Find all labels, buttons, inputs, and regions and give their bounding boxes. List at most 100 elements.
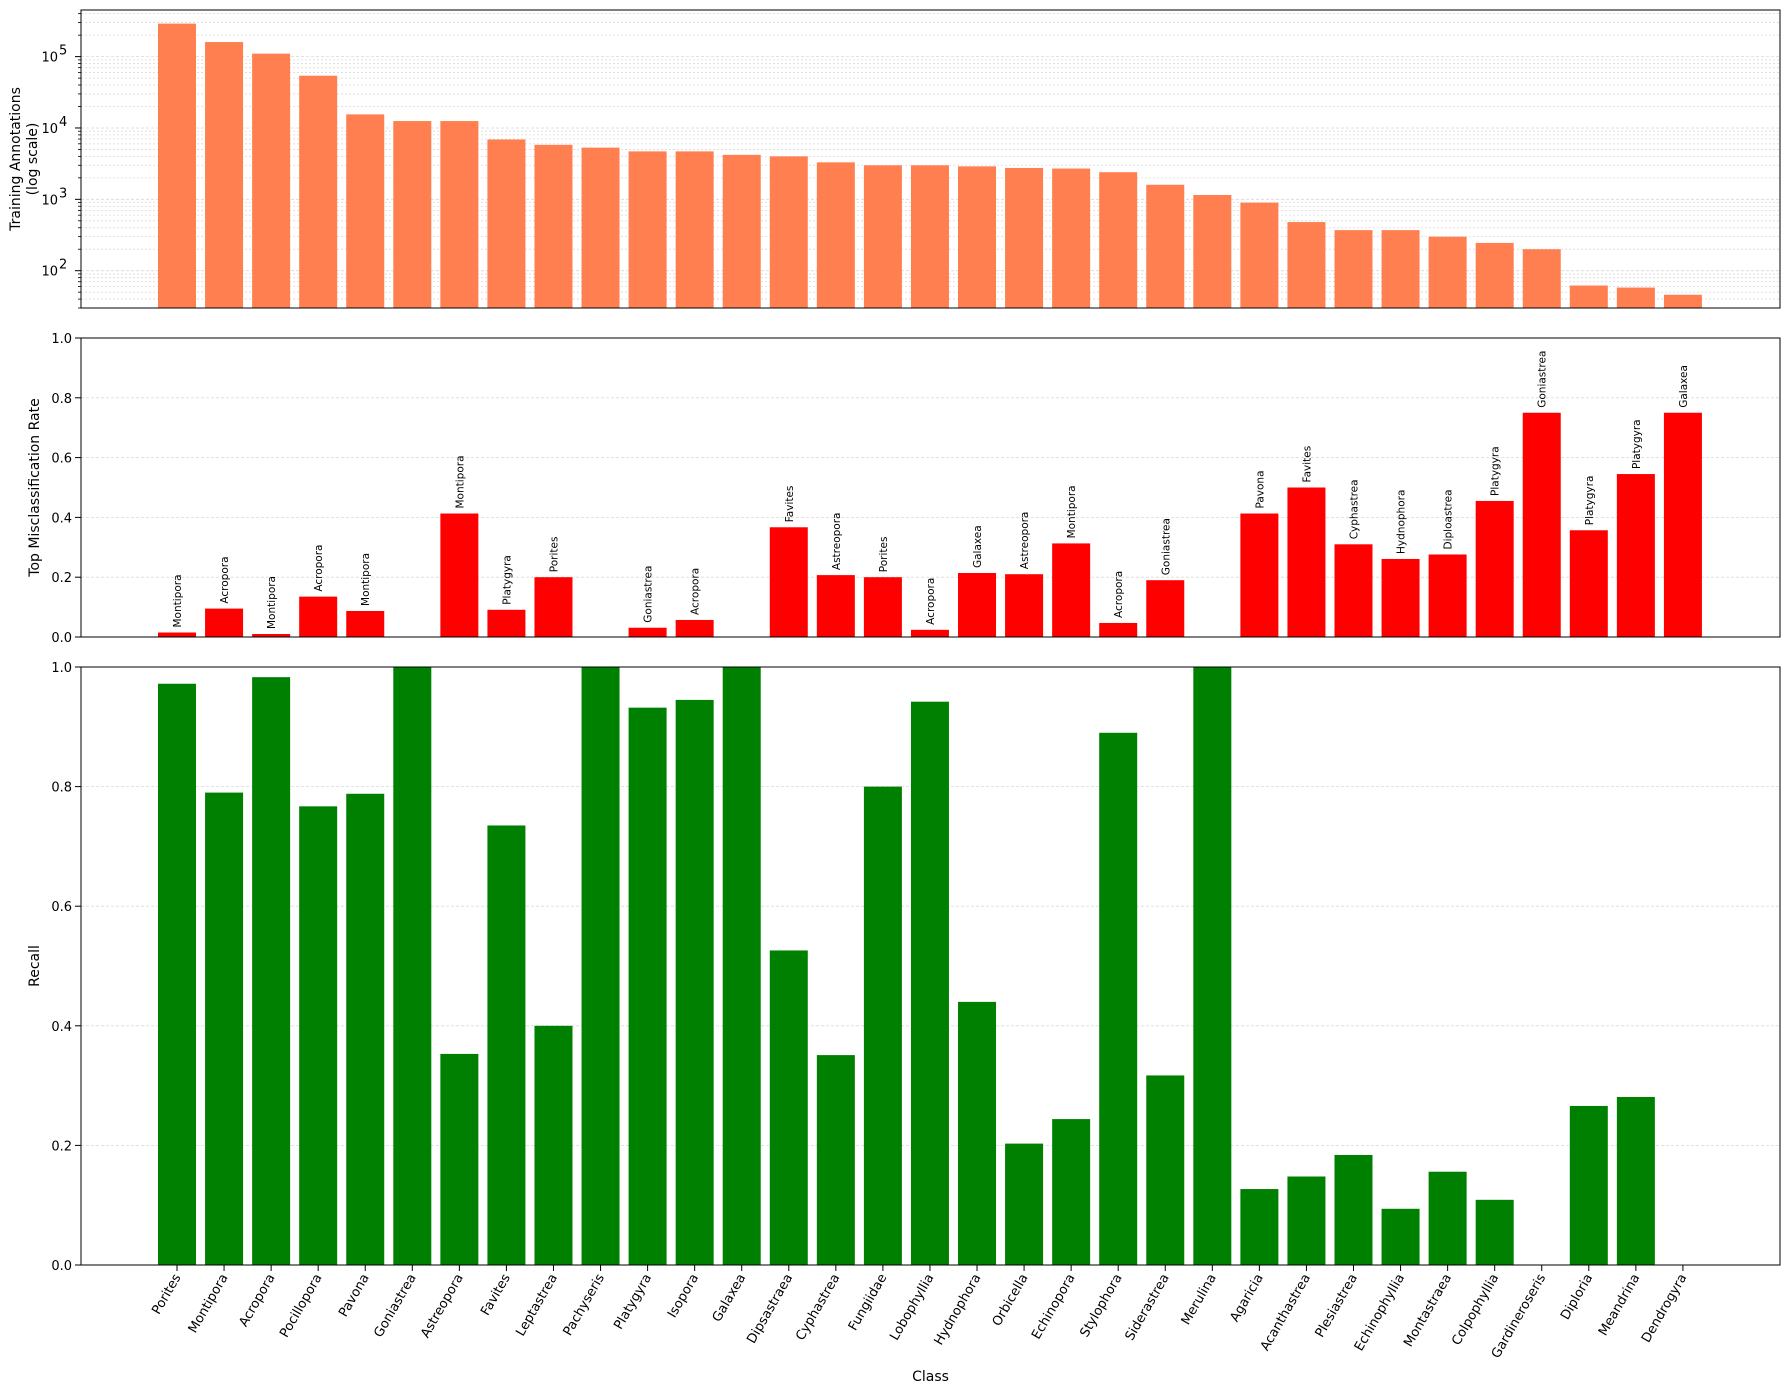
bar <box>1052 168 1091 308</box>
y-tick-label: 0.6 <box>51 900 72 915</box>
bar <box>346 793 385 1265</box>
y-tick-exponent: 5 <box>59 44 67 59</box>
x-axis-title: Class <box>912 1369 949 1385</box>
bar <box>1569 1105 1608 1265</box>
bar <box>769 527 808 637</box>
bar <box>722 667 761 1265</box>
y-tick-label: 0.2 <box>51 1139 72 1154</box>
bar-annotation: Platygyra <box>501 555 513 605</box>
bar <box>1005 574 1044 637</box>
bar-annotation: Platygyra <box>1584 476 1596 526</box>
y-axis-title: Top Misclassification Rate <box>27 398 43 577</box>
axes-frame <box>80 337 1781 638</box>
bar <box>1522 249 1561 308</box>
bar <box>252 53 291 309</box>
bar-annotation: Montipora <box>1066 485 1078 538</box>
bar-annotation: Montipora <box>454 455 466 508</box>
bar-annotation: Platygyra <box>1490 446 1502 496</box>
bar <box>1569 285 1608 308</box>
y-axis-title: Recall <box>27 945 43 987</box>
bar <box>346 610 385 637</box>
bar <box>675 151 714 308</box>
bar <box>910 629 949 637</box>
bar <box>863 786 902 1265</box>
bar <box>346 114 385 308</box>
bar <box>252 634 291 637</box>
bar <box>628 707 667 1265</box>
bar-annotation: Goniastrea <box>643 566 655 623</box>
bar-annotation: Diploastrea <box>1443 489 1455 549</box>
bar <box>205 42 244 309</box>
y-tick-label: 0.0 <box>51 1259 72 1274</box>
bar <box>958 1001 997 1265</box>
bar <box>1475 500 1514 637</box>
bar <box>1240 513 1279 637</box>
bar-annotation: Goniastrea <box>1537 351 1549 408</box>
bar <box>628 151 667 308</box>
bar <box>487 609 526 637</box>
bar <box>1569 530 1608 637</box>
bar <box>393 667 432 1265</box>
bar <box>1381 558 1420 637</box>
bar <box>1334 230 1373 308</box>
y-tick-label: 0.0 <box>51 631 72 646</box>
bar <box>1240 202 1279 308</box>
y-tick-exponent: 2 <box>59 258 67 273</box>
bar <box>1663 412 1702 637</box>
bar <box>1616 1096 1655 1265</box>
bar <box>628 627 667 637</box>
bar <box>440 121 479 308</box>
bar <box>440 1053 479 1265</box>
y-tick-label: 0.4 <box>51 511 72 526</box>
bar-annotation: Favites <box>1301 446 1313 483</box>
y-axis-title: Training Annotations <box>8 87 24 232</box>
bar <box>1099 172 1138 308</box>
bar <box>158 23 196 309</box>
bar <box>910 701 949 1265</box>
bar <box>1475 242 1514 308</box>
bar <box>299 806 338 1265</box>
bar <box>1146 1075 1185 1265</box>
bar <box>1428 1171 1467 1265</box>
bar <box>1334 544 1373 637</box>
bar <box>816 575 855 637</box>
bar <box>1616 474 1655 637</box>
bar <box>581 667 620 1265</box>
y-tick-label: 0.6 <box>51 452 72 467</box>
y-tick-label: 10 <box>41 265 58 280</box>
misclassification-panel: Montipora Acropora Montipora Acropora Montip… <box>27 332 1781 646</box>
bar-annotation: Cyphastrea <box>1349 479 1361 539</box>
bar <box>958 166 997 308</box>
bar <box>1381 230 1420 308</box>
bar <box>1334 1154 1373 1265</box>
bar <box>1428 236 1467 308</box>
bar <box>299 75 338 308</box>
bar <box>722 154 761 308</box>
y-axis-subtitle: (log scale) <box>25 123 41 196</box>
bar <box>299 596 338 637</box>
bar <box>769 950 808 1265</box>
bar <box>158 632 196 637</box>
bar <box>1052 543 1091 637</box>
bar <box>1146 184 1185 308</box>
bar <box>1052 1119 1091 1265</box>
bar <box>1287 1176 1326 1265</box>
y-tick-label: 1.0 <box>51 332 72 347</box>
bar <box>1616 287 1655 308</box>
bar <box>1193 667 1232 1265</box>
bar-annotation: Acropora <box>925 578 937 625</box>
bar <box>487 825 526 1265</box>
bar-annotation: Acropora <box>313 545 325 592</box>
y-tick-label: 10 <box>41 193 58 208</box>
bar <box>1193 194 1232 308</box>
bar <box>1240 1189 1279 1265</box>
bar-annotation: Astreopora <box>831 513 843 571</box>
y-tick-label: 10 <box>41 51 58 66</box>
bar <box>1099 622 1138 637</box>
bar <box>1522 412 1561 637</box>
bar <box>958 573 997 637</box>
bar-annotation: Astreopora <box>1019 512 1031 570</box>
bar <box>1287 487 1326 637</box>
